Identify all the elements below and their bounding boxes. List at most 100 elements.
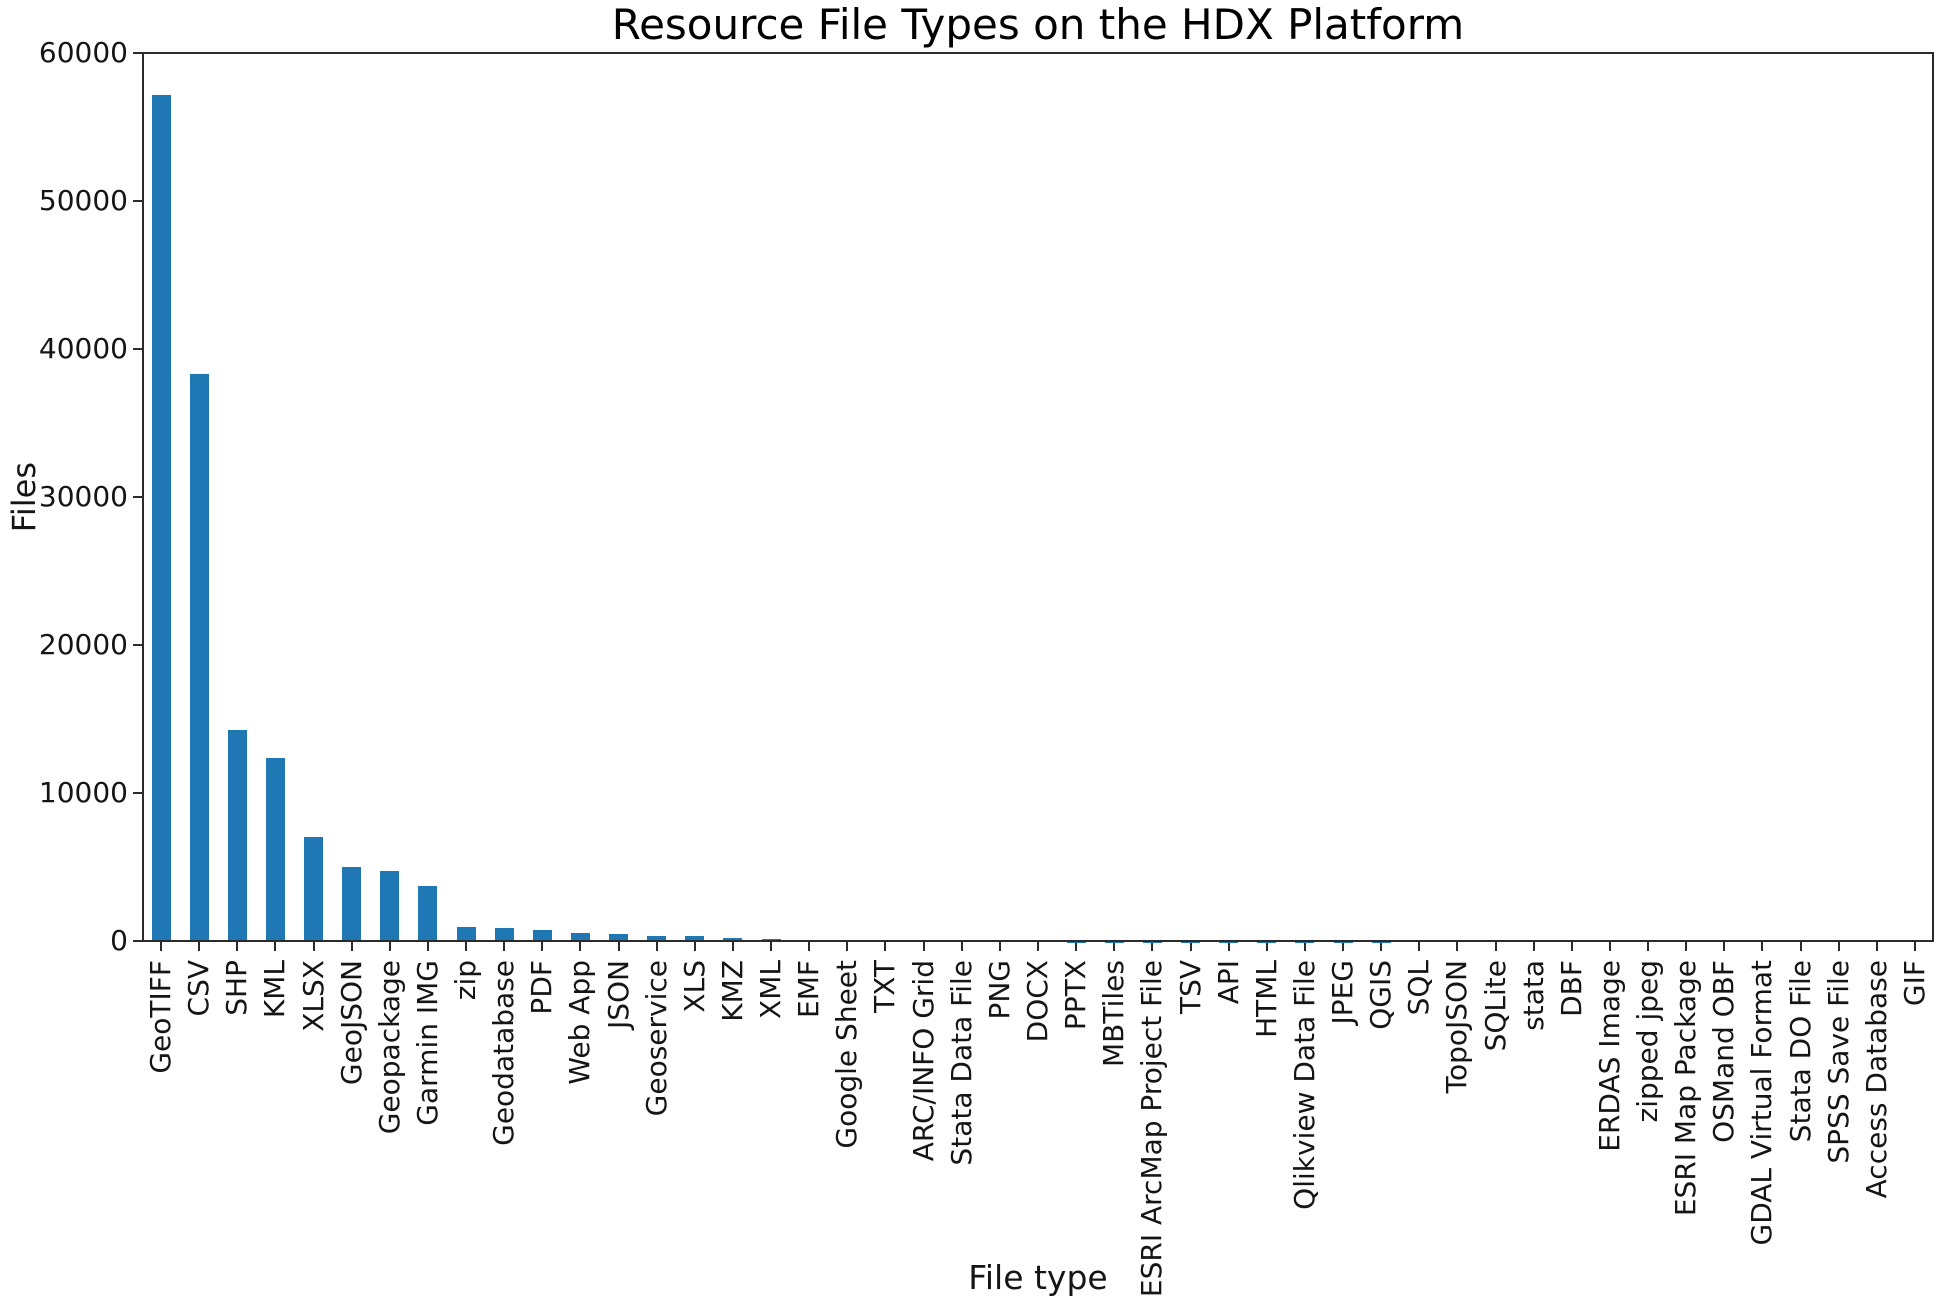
- x-tick-label-stata-data-file: Stata Data File: [944, 960, 978, 1166]
- bar-csv: [189, 373, 209, 942]
- x-tick: [731, 942, 734, 951]
- bar-web-app: [570, 933, 590, 942]
- x-tick-label-kml: KML: [258, 960, 292, 1019]
- bar-geoservice: [647, 935, 667, 942]
- x-tick-label-arc-info-grid: ARC/INFO Grid: [906, 960, 940, 1162]
- x-tick: [1075, 942, 1078, 951]
- bar-geodatabase: [494, 927, 514, 942]
- x-tick-label-web-app: Web App: [563, 960, 597, 1085]
- y-tick-label: 60000: [38, 36, 128, 69]
- x-tick: [160, 942, 163, 951]
- x-tick: [1151, 942, 1154, 951]
- x-tick-label-pptx: PPTX: [1059, 960, 1093, 1031]
- bar-json: [609, 934, 629, 942]
- y-tick: [133, 348, 142, 350]
- x-tick-label-zipped-jpeg: zipped jpeg: [1631, 960, 1665, 1123]
- x-tick-label-jpeg: JPEG: [1326, 960, 1360, 1025]
- y-tick-label: 50000: [38, 184, 128, 217]
- x-tick-label-docx: DOCX: [1021, 960, 1054, 1043]
- x-tick-label-sqlite: SQLite: [1478, 960, 1512, 1052]
- x-tick: [1303, 942, 1306, 951]
- bar-kml: [265, 758, 285, 942]
- x-tick-label-geoservice: Geoservice: [639, 960, 673, 1117]
- x-tick: [579, 942, 582, 951]
- x-tick: [465, 942, 468, 951]
- x-tick-label-erdas-image: ERDAS Image: [1592, 960, 1626, 1152]
- x-tick-label-json: JSON: [601, 960, 635, 1030]
- x-tick: [503, 942, 506, 951]
- x-tick: [426, 942, 429, 951]
- chart-title: Resource File Types on the HDX Platform: [611, 0, 1465, 49]
- x-tick-label-garmin-img: Garmin IMG: [410, 960, 444, 1126]
- x-tick-label-html: HTML: [1249, 960, 1283, 1038]
- x-tick: [1685, 942, 1688, 951]
- x-tick: [1532, 942, 1535, 951]
- x-tick: [236, 942, 239, 951]
- x-tick-label-access-database: Access Database: [1859, 960, 1893, 1199]
- x-tick-label-tsv: TSV: [1173, 960, 1207, 1015]
- y-tick: [133, 940, 142, 942]
- x-tick: [350, 942, 353, 951]
- x-tick: [541, 942, 544, 951]
- y-tick: [133, 496, 142, 498]
- top-spine: [142, 52, 1934, 54]
- x-tick-label-txt: TXT: [868, 960, 902, 1013]
- bar-shp: [227, 730, 247, 942]
- x-tick-label-geopackage: Geopackage: [372, 960, 406, 1135]
- x-tick: [1570, 942, 1573, 951]
- x-tick-label-qgis: QGIS: [1364, 960, 1398, 1030]
- x-tick: [1647, 942, 1650, 951]
- x-tick: [1342, 942, 1345, 951]
- x-tick: [1875, 942, 1878, 951]
- x-tick: [1037, 942, 1039, 951]
- x-tick: [1456, 942, 1459, 951]
- x-tick: [655, 942, 658, 951]
- bar-geopackage: [380, 870, 400, 942]
- y-tick: [133, 200, 142, 202]
- bar-geotiff: [151, 95, 171, 942]
- x-tick: [312, 942, 315, 951]
- x-tick-label-esri-arcmap-project-file: ESRI ArcMap Project File: [1135, 960, 1169, 1298]
- x-tick-label-emf: EMF: [792, 960, 826, 1018]
- x-tick: [388, 942, 391, 951]
- y-tick: [133, 792, 142, 794]
- x-tick-label-mbtiles: MBTiles: [1097, 960, 1131, 1067]
- x-tick: [1189, 942, 1192, 951]
- x-tick-label-gdal-virtual-format: GDAL Virtual Format: [1745, 960, 1779, 1246]
- x-tick-label-spss-save-file: SPSS Save File: [1821, 960, 1855, 1164]
- x-tick-label-sql: SQL: [1402, 960, 1436, 1016]
- x-tick: [998, 942, 1001, 951]
- x-tick: [1761, 942, 1764, 951]
- x-tick: [1494, 942, 1497, 951]
- x-tick-label-stata-do-file: Stata DO File: [1783, 960, 1817, 1143]
- x-tick: [1227, 942, 1230, 951]
- bar-pdf: [532, 930, 552, 942]
- x-tick: [1380, 942, 1383, 951]
- y-tick-label: 40000: [38, 332, 128, 365]
- bar-kmz: [723, 938, 743, 942]
- y-tick-label: 30000: [38, 480, 128, 513]
- x-tick-label-xlsx: XLSX: [296, 960, 330, 1032]
- bar-xls: [685, 935, 705, 942]
- x-tick: [1113, 942, 1116, 951]
- bottom-spine: [142, 940, 1934, 942]
- x-tick: [1265, 942, 1268, 951]
- x-tick: [1837, 942, 1840, 951]
- left-spine: [142, 52, 144, 942]
- bar-garmin-img: [418, 886, 438, 942]
- x-tick-label-dbf: DBF: [1554, 960, 1588, 1017]
- y-tick: [133, 644, 142, 646]
- plot-area: 0 10000 20000 30000 40000 50000 60000 GeoTIFF CS…: [39, 37, 1934, 1297]
- y-tick-label: 20000: [38, 628, 128, 661]
- x-tick-label-shp: SHP: [220, 960, 254, 1016]
- x-tick-label-xls: XLS: [677, 960, 711, 1013]
- x-tick: [198, 942, 201, 951]
- x-tick: [884, 942, 887, 951]
- x-tick-label-esri-map-package: ESRI Map Package: [1669, 960, 1703, 1217]
- x-tick-label-csv: CSV: [182, 960, 216, 1017]
- x-tick-label-stata: stata: [1516, 960, 1550, 1031]
- x-tick-label-gif: GIF: [1897, 960, 1931, 1007]
- x-axis-label: File type: [968, 1258, 1108, 1297]
- x-tick: [1608, 942, 1611, 951]
